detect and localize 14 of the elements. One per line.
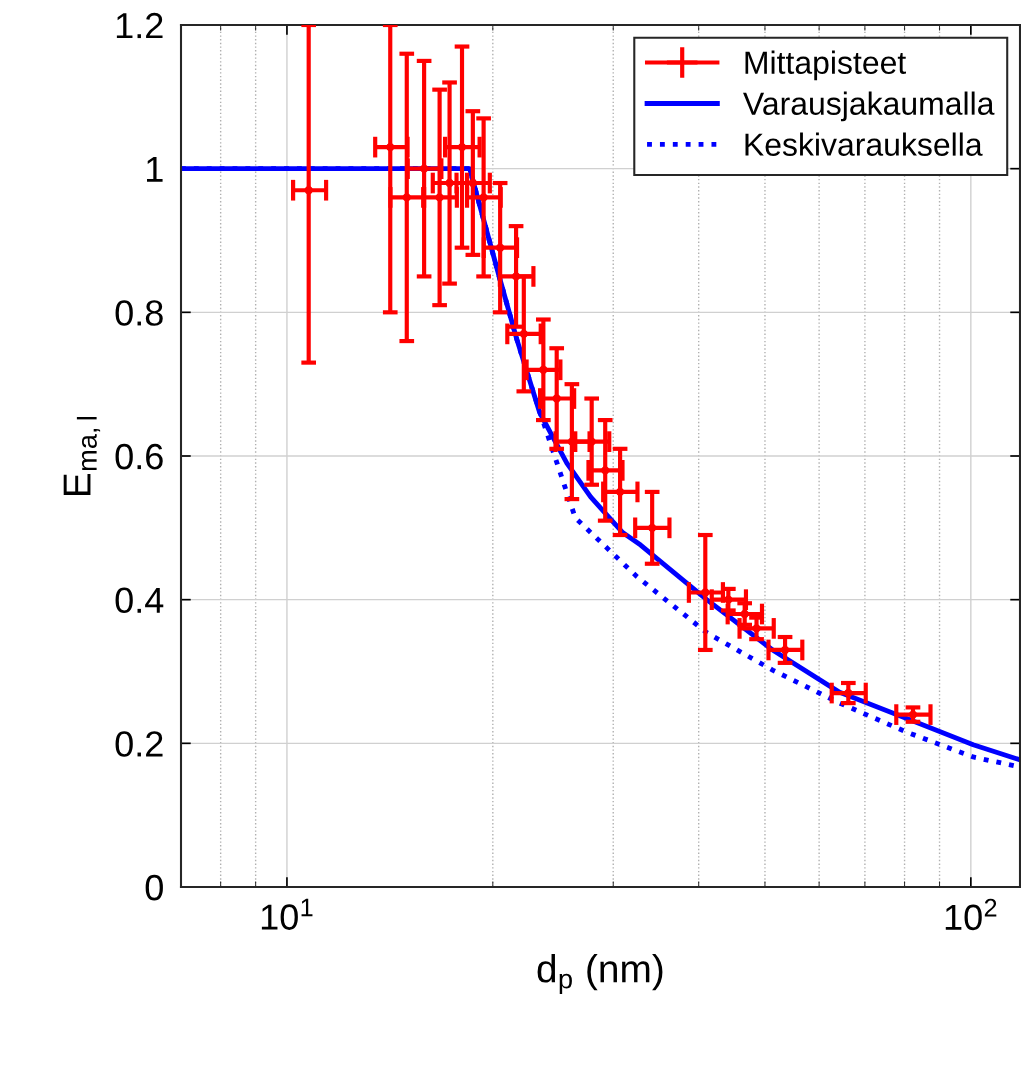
x-axis-title: d$_{p}$ (nm) <box>537 954 663 994</box>
y-tick-label: 1 <box>147 156 163 182</box>
legend-label: Varausjakaumalla <box>743 91 995 122</box>
x-tick-label: 10$^{1}$ <box>261 898 313 930</box>
y-tick-label: 0.8 <box>115 300 163 326</box>
x-tick-label: 10$^{2}$ <box>945 898 997 931</box>
y-tick-label: 1.2 <box>116 12 163 39</box>
y-tick-label: 0.2 <box>115 731 163 757</box>
legend-label: Mittapisteet <box>745 50 906 81</box>
legend-label: Keskivarauksella <box>745 132 983 156</box>
y-tick-label: 0.6 <box>115 443 163 470</box>
y-tick-label: 0.4 <box>115 587 164 614</box>
y-tick-label: 0 <box>145 874 163 901</box>
y-axis-title: E$_{ma,l}$ <box>63 416 101 495</box>
